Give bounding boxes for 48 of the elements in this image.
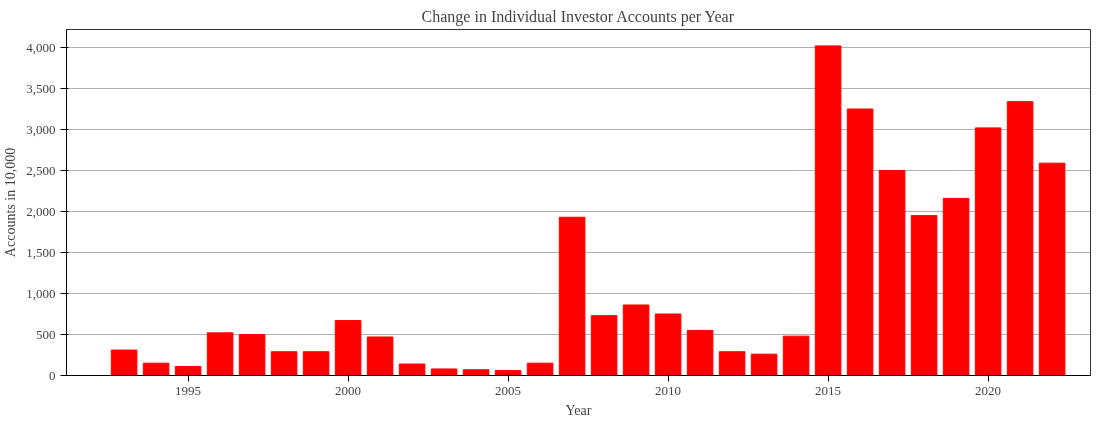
bar (430, 368, 458, 376)
y-tick-label: 2,500 (26, 162, 56, 178)
bar (334, 320, 362, 376)
bar (110, 349, 138, 376)
y-tick-label: 1,500 (26, 244, 56, 260)
bar (462, 369, 490, 376)
y-tick-label: 1,000 (26, 285, 56, 301)
bar (654, 313, 682, 376)
y-tick-label: 3,500 (26, 80, 56, 96)
y-axis-title: Accounts in 10,000 (3, 147, 19, 258)
y-tick-label: 3,000 (26, 121, 56, 137)
y-tick-label: 500 (36, 326, 56, 342)
chart-title: Change in Individual Investor Accounts per Year (421, 7, 735, 26)
x-tick-label: 2010 (655, 382, 682, 398)
y-tick-label: 4,000 (26, 39, 56, 55)
bar (878, 170, 906, 376)
x-tick-label: 2005 (495, 382, 522, 398)
bar (782, 335, 810, 376)
bar (622, 304, 650, 376)
bar (494, 370, 522, 376)
bar (718, 351, 746, 376)
bar (846, 108, 874, 376)
bar (270, 351, 298, 376)
y-tick-label: 2,000 (26, 203, 56, 219)
x-tick-label: 2015 (815, 382, 842, 398)
bar (750, 353, 778, 376)
bar (142, 362, 170, 376)
bar (974, 127, 1002, 376)
bar (1006, 101, 1034, 376)
x-tick-label: 2000 (335, 382, 362, 398)
x-tick-label: 2020 (975, 382, 1002, 398)
y-tick-label: 0 (49, 367, 56, 383)
bar (1038, 162, 1066, 376)
bar (942, 197, 970, 376)
bar (302, 351, 330, 376)
bar (814, 45, 842, 376)
bar (910, 215, 938, 376)
bar (174, 365, 202, 376)
bar (526, 362, 554, 376)
bar (398, 363, 426, 376)
bar (686, 329, 714, 376)
x-axis-title: Year (565, 402, 592, 418)
bar (590, 315, 618, 376)
bar (206, 332, 234, 376)
bar (366, 336, 394, 376)
bar (558, 216, 586, 376)
bar (238, 334, 266, 376)
x-tick-label: 1995 (175, 382, 202, 398)
